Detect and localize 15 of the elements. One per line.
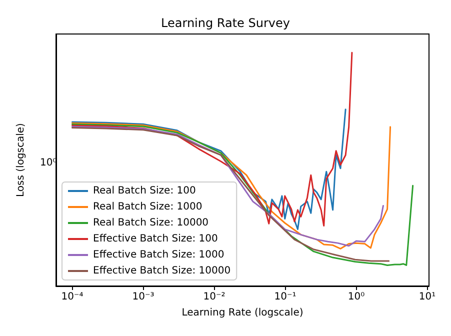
- x-tick-label: 10⁻⁴: [61, 292, 84, 302]
- legend-label: Real Batch Size: 100: [93, 186, 196, 196]
- x-tick-label: 10⁻¹: [274, 292, 296, 302]
- legend-label: Effective Batch Size: 10000: [93, 266, 231, 276]
- chart-title: Learning Rate Survey: [161, 16, 290, 30]
- x-tick-label: 10⁻²: [203, 292, 226, 302]
- x-tick-label: 10¹: [418, 292, 436, 302]
- legend-label: Effective Batch Size: 1000: [93, 250, 224, 260]
- legend-label: Real Batch Size: 1000: [93, 202, 202, 212]
- x-tick-label: 10⁰: [348, 292, 365, 302]
- x-tick-label: 10⁻³: [132, 292, 154, 302]
- legend-label: Real Batch Size: 10000: [93, 218, 209, 228]
- y-axis-title: Loss (logscale): [16, 122, 26, 197]
- x-axis-title: Learning Rate (logscale): [182, 308, 304, 318]
- legend-label: Effective Batch Size: 100: [93, 234, 218, 244]
